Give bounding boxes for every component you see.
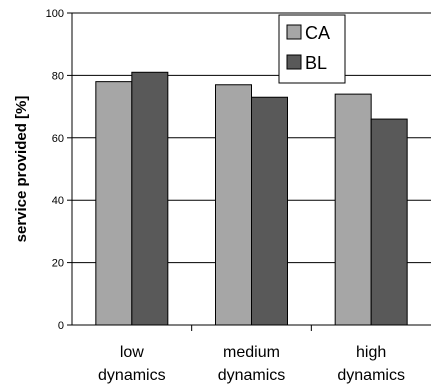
bar-bl-low-dynamics bbox=[131, 71, 169, 326]
y-tick-label-40: 40 bbox=[52, 195, 64, 207]
bar-bl-high-dynamics bbox=[370, 118, 408, 326]
y-tick-label-20: 20 bbox=[52, 258, 64, 270]
y-tick-label-60: 60 bbox=[52, 133, 64, 145]
y-tick-label-80: 80 bbox=[52, 70, 64, 82]
category-label-high-dynamics: high dynamics bbox=[337, 344, 405, 384]
legend-swatch-bl bbox=[286, 54, 302, 70]
category-labels: low dynamics medium dynamics high dynamics bbox=[98, 344, 405, 384]
category-label-low-dynamics: low dynamics bbox=[98, 344, 166, 384]
y-tick-labels: 0 20 40 60 80 100 bbox=[46, 8, 64, 332]
y-tick-label-0: 0 bbox=[58, 320, 64, 332]
bar-bl-medium-dynamics bbox=[251, 96, 288, 326]
bars bbox=[95, 71, 408, 326]
y-axis-label: service provided [%] bbox=[13, 96, 30, 243]
bar-ca-medium-dynamics bbox=[215, 84, 252, 326]
bar-ca-low-dynamics bbox=[95, 81, 133, 326]
axes bbox=[67, 12, 431, 331]
legend-swatch-ca bbox=[286, 24, 302, 40]
legend: CA BL bbox=[278, 14, 346, 84]
category-label-medium-dynamics: medium dynamics bbox=[218, 344, 286, 384]
legend-label-bl: BL bbox=[305, 53, 327, 73]
y-tick-label-100: 100 bbox=[46, 8, 64, 20]
bar-ca-high-dynamics bbox=[334, 93, 372, 326]
legend-label-ca: CA bbox=[305, 23, 330, 43]
